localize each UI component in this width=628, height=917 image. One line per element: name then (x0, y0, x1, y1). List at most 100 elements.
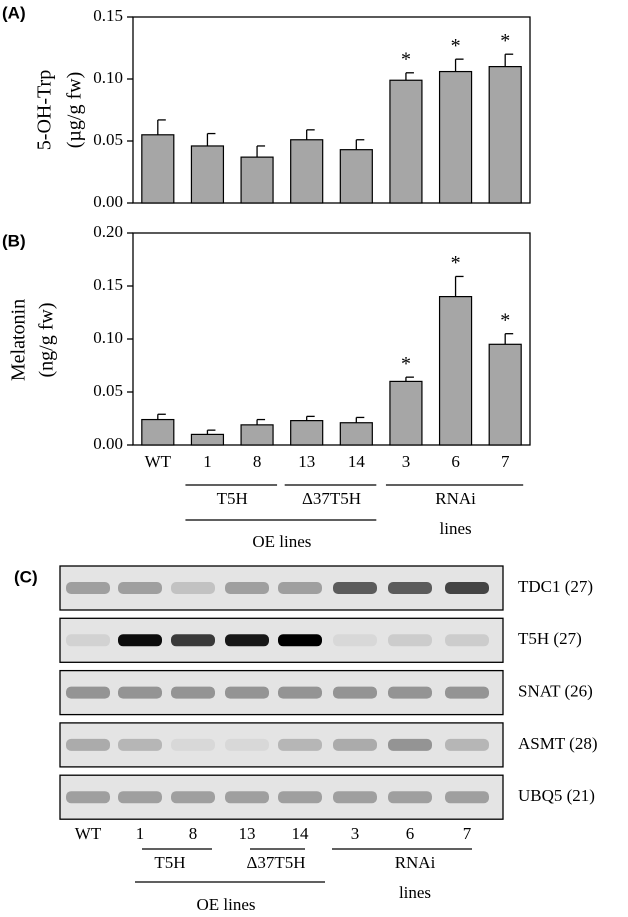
group-label: RNAi (435, 489, 476, 508)
y-label: Melatonin (8, 299, 30, 381)
bar (240, 424, 274, 446)
gel-band (225, 686, 269, 699)
row-label: UBQ5 (21) (518, 786, 595, 805)
y-tick-label: 0.00 (93, 192, 123, 211)
panel-label: (A) (2, 3, 26, 22)
bar (290, 139, 324, 204)
group-label: T5H (217, 489, 248, 508)
gel-band (388, 791, 432, 804)
x-tick-label: 14 (348, 452, 366, 471)
x-tick-label: 8 (253, 452, 262, 471)
gel-band (333, 634, 377, 647)
y-label: 5-OH-Trp (34, 70, 56, 150)
gel-band (66, 791, 110, 804)
bar (141, 134, 175, 204)
gel-band (278, 686, 322, 699)
y-tick-label: 0.10 (93, 328, 123, 347)
gel-band (171, 634, 215, 647)
bar (339, 149, 373, 204)
gel-strip (59, 774, 504, 820)
bar (389, 380, 423, 446)
y-tick-label: 0.10 (93, 68, 123, 87)
gel-strip (59, 722, 504, 768)
group-label: OE lines (196, 895, 255, 914)
gel-band (278, 738, 322, 751)
bar (190, 145, 225, 204)
gel-band (118, 686, 162, 699)
bar (290, 420, 324, 446)
bar (488, 65, 522, 204)
row-label: ASMT (28) (518, 734, 598, 753)
gel-band (66, 686, 110, 699)
y-tick-label: 0.15 (93, 6, 123, 25)
significance-mark: * (500, 30, 510, 52)
group-label: RNAi (395, 853, 436, 872)
bar (438, 296, 473, 446)
bar (389, 79, 423, 204)
gel-band (278, 582, 322, 594)
group-label: OE lines (252, 532, 311, 551)
y-label: (µg/g fw) (64, 72, 86, 149)
gel-band (225, 738, 269, 751)
gel-band (66, 738, 110, 751)
bar (488, 343, 522, 446)
x-tick-label: 3 (402, 452, 411, 471)
gel-band (388, 686, 432, 699)
gel-band (171, 686, 215, 699)
y-label: (ng/g fw) (36, 303, 58, 378)
plot-frame (132, 16, 531, 204)
group-label: Δ37T5H (302, 489, 361, 508)
lane-label: 6 (406, 824, 415, 843)
lane-label: 1 (136, 824, 145, 843)
lane-label: 14 (292, 824, 310, 843)
bar (141, 418, 175, 446)
y-tick-label: 0.15 (93, 275, 123, 294)
gel-band (225, 634, 269, 647)
significance-mark: * (500, 309, 510, 331)
gel-band (445, 791, 489, 804)
gel-band (225, 791, 269, 804)
gel-band (171, 582, 215, 594)
gel-band (171, 791, 215, 804)
gel-band (66, 634, 110, 647)
gel-band (66, 582, 110, 594)
significance-mark: * (401, 48, 411, 70)
gel-band (225, 582, 269, 594)
x-tick-label: 13 (298, 452, 315, 471)
row-label: SNAT (26) (518, 682, 593, 701)
gel-band (118, 582, 162, 594)
gel-band (278, 791, 322, 804)
bar (240, 156, 274, 204)
lane-label: 3 (351, 824, 360, 843)
gel-band (445, 582, 489, 594)
gel-band (445, 634, 489, 647)
bar (339, 422, 373, 446)
lane-label: 13 (239, 824, 256, 843)
gel-band (388, 634, 432, 647)
gel-band (118, 634, 162, 647)
gel-band (171, 738, 215, 751)
lane-label: 8 (189, 824, 198, 843)
gel-band (118, 791, 162, 804)
gel-strip (59, 669, 504, 716)
gel-band (333, 582, 377, 594)
x-tick-label: WT (145, 452, 172, 471)
bar (438, 70, 473, 204)
panel-label: (C) (14, 567, 38, 586)
y-tick-label: 0.00 (93, 434, 123, 453)
gel-band (118, 738, 162, 751)
gel-band (333, 791, 377, 804)
x-tick-label: 1 (203, 452, 212, 471)
group-label: lines (399, 883, 431, 902)
x-tick-label: 7 (501, 452, 510, 471)
group-label: Δ37T5H (246, 853, 305, 872)
panel-label: (B) (2, 231, 26, 250)
y-tick-label: 0.20 (93, 222, 123, 241)
significance-mark: * (401, 353, 411, 375)
gel-band (333, 738, 377, 751)
gel-band (333, 686, 377, 699)
y-tick-label: 0.05 (93, 381, 123, 400)
significance-mark: * (451, 35, 461, 57)
group-label: lines (440, 519, 472, 538)
